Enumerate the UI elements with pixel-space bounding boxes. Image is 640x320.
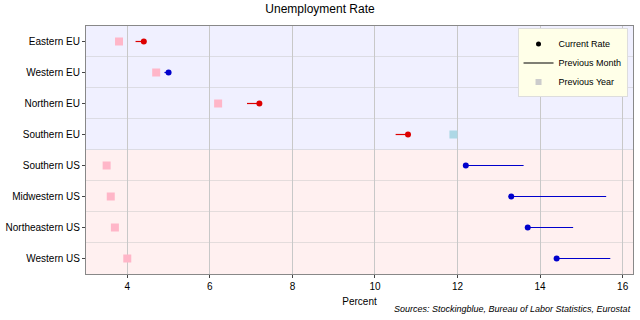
svg-text:8: 8 — [290, 281, 296, 292]
svg-text:Northeastern US: Northeastern US — [6, 222, 81, 233]
svg-text:Midwestern US: Midwestern US — [12, 191, 80, 202]
svg-text:Current Rate: Current Rate — [559, 39, 611, 49]
svg-text:Unemployment Rate: Unemployment Rate — [265, 2, 375, 16]
svg-text:10: 10 — [369, 281, 381, 292]
svg-text:Western EU: Western EU — [26, 67, 80, 78]
svg-text:Northern EU: Northern EU — [24, 98, 80, 109]
svg-text:Sources: Stockingblue, Bureau: Sources: Stockingblue, Bureau of Labor S… — [394, 304, 631, 314]
svg-text:Southern US: Southern US — [23, 160, 81, 171]
svg-text:Percent: Percent — [342, 296, 377, 307]
svg-text:6: 6 — [207, 281, 213, 292]
svg-text:12: 12 — [452, 281, 464, 292]
svg-text:14: 14 — [535, 281, 547, 292]
svg-text:Southern EU: Southern EU — [23, 129, 80, 140]
svg-text:Previous Year: Previous Year — [559, 77, 615, 87]
svg-text:4: 4 — [124, 281, 130, 292]
svg-text:Previous Month: Previous Month — [559, 58, 622, 68]
svg-text:Western US: Western US — [26, 253, 80, 264]
svg-text:16: 16 — [617, 281, 629, 292]
svg-text:Eastern EU: Eastern EU — [29, 36, 80, 47]
